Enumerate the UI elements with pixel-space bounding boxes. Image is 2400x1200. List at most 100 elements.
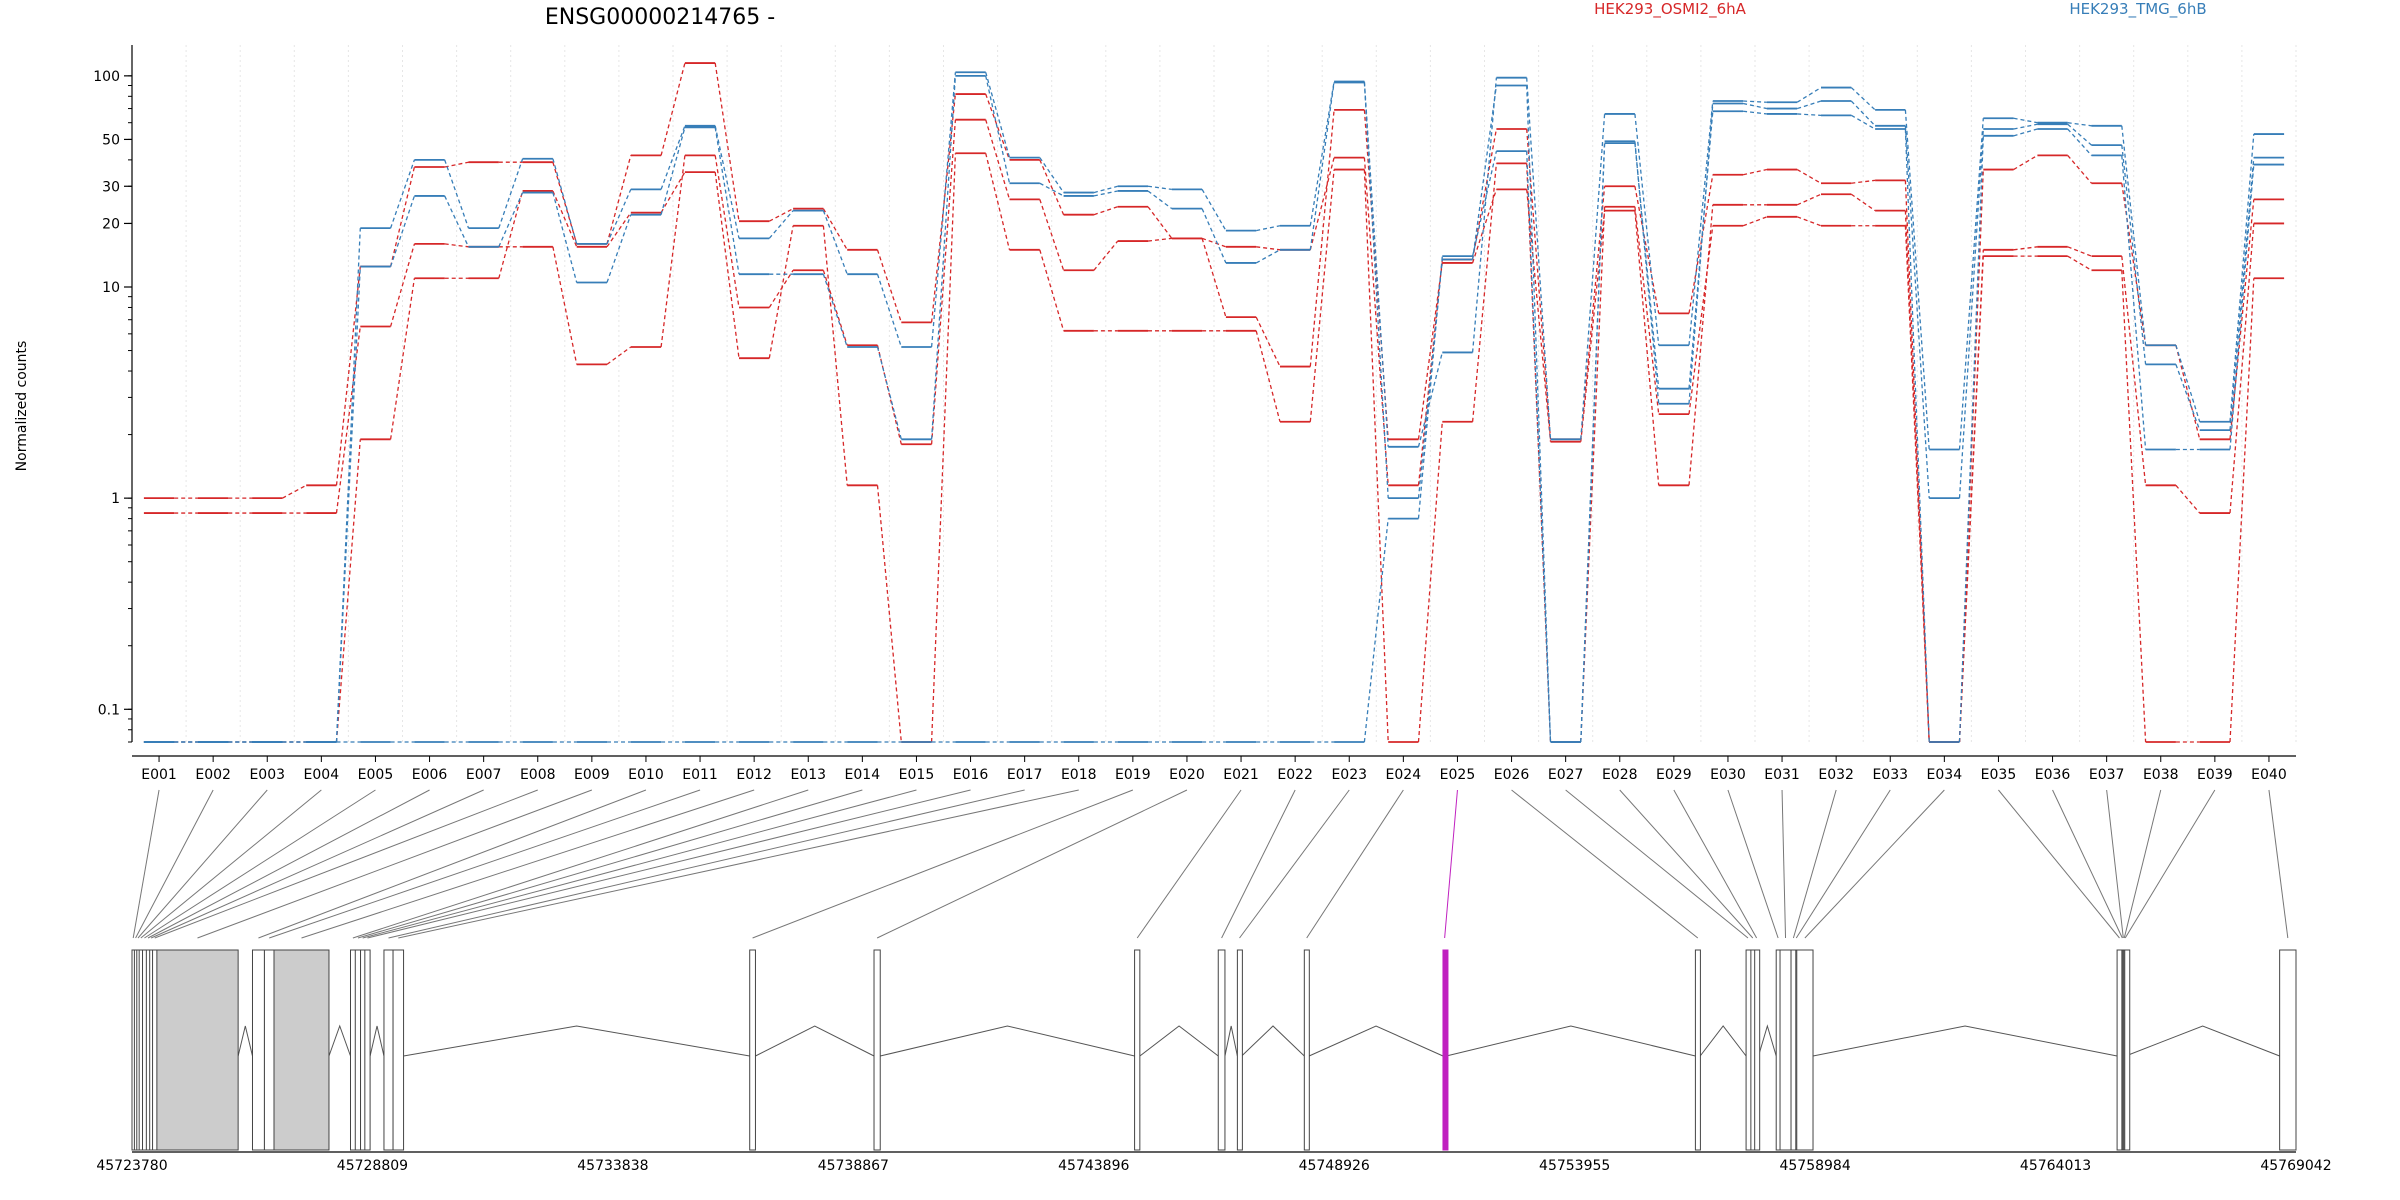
series-3-transition xyxy=(876,273,902,348)
series-5-transition xyxy=(1797,113,1822,117)
series-4-transition xyxy=(1201,208,1227,264)
series-4-transition xyxy=(876,346,902,440)
x-tick-label-e028: E028 xyxy=(1602,767,1638,783)
series-4-transition xyxy=(1471,85,1498,260)
exon-box-e040 xyxy=(2279,949,2297,1151)
series-5-transition xyxy=(2121,155,2147,450)
series-2-transition xyxy=(714,172,740,359)
series-layer xyxy=(143,62,2285,743)
series-1-transition xyxy=(1471,189,1498,264)
series-0-transition xyxy=(1309,157,1335,250)
series-3-transition xyxy=(822,210,848,275)
x-tick-label-e007: E007 xyxy=(466,767,502,783)
connector-e001 xyxy=(132,789,160,939)
series-4-transition xyxy=(2229,157,2255,431)
series-0-transition xyxy=(335,266,361,486)
series-2-transition xyxy=(552,190,578,248)
series-3-transition xyxy=(2229,134,2255,422)
series-0-transition xyxy=(1634,186,1660,314)
series-5-transition xyxy=(1634,143,1660,389)
series-3-transition xyxy=(1580,113,1606,440)
intron xyxy=(1241,1025,1305,1057)
series-1-transition xyxy=(2175,484,2201,514)
x-tick-label-e025: E025 xyxy=(1440,767,1476,783)
series-0-transition xyxy=(876,249,902,323)
genomic-tick-label: 45753955 xyxy=(1539,1158,1610,1174)
series-5-transition xyxy=(2229,164,2255,450)
exon-box-e012 xyxy=(273,949,330,1151)
series-3-transition xyxy=(768,210,794,239)
series-4-transition xyxy=(552,192,578,283)
series-1-transition xyxy=(606,346,632,365)
series-3-transition xyxy=(714,125,740,239)
connector-e020 xyxy=(876,789,1188,939)
intron xyxy=(237,1025,253,1057)
exon-box-e014 xyxy=(354,949,362,1151)
connector-e035 xyxy=(1998,789,2120,939)
series-4-transition xyxy=(1850,100,1876,127)
intron xyxy=(1308,1025,1444,1057)
series-3-transition xyxy=(1796,87,1822,103)
series-5-transition xyxy=(1958,135,1984,743)
x-tick-label-e027: E027 xyxy=(1548,767,1584,783)
series-2-transition xyxy=(1255,330,1281,422)
connector-e010 xyxy=(258,789,647,939)
series-1-transition xyxy=(1526,189,1552,442)
x-tick-label-e018: E018 xyxy=(1061,767,1097,783)
series-3-transition xyxy=(985,72,1011,158)
exon-box-e010 xyxy=(251,949,265,1151)
connector-e032 xyxy=(1792,789,1837,939)
series-2-transition xyxy=(1471,163,1498,422)
series-0-transition xyxy=(714,62,740,222)
x-tick-label-e014: E014 xyxy=(845,767,881,783)
exon-box-e013 xyxy=(349,949,356,1151)
x-tick-label-e009: E009 xyxy=(574,767,610,783)
genomic-tick-label: 45728809 xyxy=(337,1158,408,1174)
series-3-transition xyxy=(444,159,470,229)
series-3-transition xyxy=(1850,87,1876,111)
series-2-transition xyxy=(1363,169,1389,743)
series-0-transition xyxy=(2013,154,2038,171)
x-tick-label-e004: E004 xyxy=(304,767,340,783)
series-3-transition xyxy=(1743,100,1767,103)
series-1-transition xyxy=(2013,246,2038,251)
series-4 xyxy=(143,74,2285,743)
series-4-transition xyxy=(714,127,740,275)
intron xyxy=(1139,1025,1219,1057)
exon-box-e031 xyxy=(1779,949,1792,1151)
connector-e009 xyxy=(197,789,593,939)
series-1-transition xyxy=(1309,109,1335,367)
series-4-transition xyxy=(335,266,361,743)
series-1-transition xyxy=(1634,210,1660,486)
intron xyxy=(328,1024,351,1057)
series-0-transition xyxy=(1958,169,1984,743)
x-tick-label-e034: E034 xyxy=(1927,767,1963,783)
series-1-transition xyxy=(1417,262,1443,440)
exon-box-e032 xyxy=(1790,949,1797,1151)
series-0-transition xyxy=(2229,199,2255,440)
genomic-tick-label: 45733838 xyxy=(577,1158,648,1174)
series-0-transition xyxy=(1363,157,1389,486)
connector-e013 xyxy=(352,789,809,939)
connector-e024 xyxy=(1306,789,1404,939)
series-5-transition xyxy=(1580,143,1606,743)
x-tick-label-e020: E020 xyxy=(1169,767,1205,783)
y-tick-label: 50 xyxy=(102,132,120,148)
series-1-transition xyxy=(1688,204,1714,486)
vertical-gridlines xyxy=(131,45,2297,742)
x-tick-label-e002: E002 xyxy=(195,767,231,783)
series-3-transition xyxy=(1688,100,1714,346)
x-axis: E001 E002 E003 E004 E005 E006 E007 E008 E009 E010… xyxy=(132,755,2296,783)
connector-e006 xyxy=(147,789,430,939)
exon-box-e034 xyxy=(1796,949,1814,1151)
series-2-transition xyxy=(1796,216,1822,227)
series-4-transition xyxy=(1797,100,1822,110)
connector-e031 xyxy=(1781,789,1787,939)
exon-box-e039 xyxy=(2124,949,2131,1151)
series-4-transition xyxy=(498,192,524,248)
intron xyxy=(755,1025,875,1057)
series-0-transition xyxy=(1796,168,1822,184)
series-4-transition xyxy=(1039,182,1064,197)
x-tick-label-e017: E017 xyxy=(1007,767,1043,783)
series-3-transition xyxy=(1417,352,1443,447)
